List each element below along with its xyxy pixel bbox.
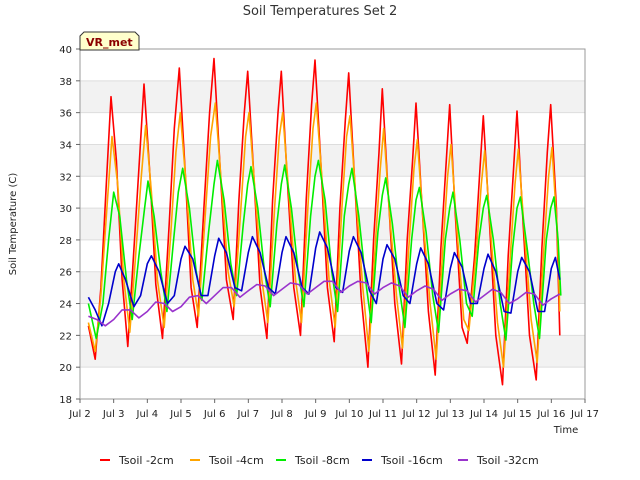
y-tick-label: 30 <box>59 204 72 215</box>
y-axis-label: Soil Temperature (C) <box>8 173 19 276</box>
series-line-tsoil-16cm <box>87 231 561 327</box>
site-badge: VR_met <box>79 31 140 51</box>
x-tick-label: Jul 12 <box>402 409 431 420</box>
y-axis-ticks: 18 20 22 24 26 28 30 32 34 36 38 40 <box>59 45 80 406</box>
x-tick-label: Jul 15 <box>503 409 532 420</box>
y-tick-label: 36 <box>59 109 72 120</box>
x-tick-label: Jul 7 <box>237 409 260 420</box>
y-tick-label: 26 <box>59 268 72 279</box>
plot-band <box>80 80 585 113</box>
legend-label: Tsoil -8cm <box>294 454 350 467</box>
y-tick-label: 40 <box>59 45 72 56</box>
x-tick-label: Jul 13 <box>435 409 464 420</box>
y-tick-label: 22 <box>59 331 72 342</box>
site-badge-box <box>79 31 140 51</box>
x-tick-label: Jul 9 <box>304 409 327 420</box>
chart-title: Soil Temperatures Set 2 <box>243 4 398 19</box>
legend-label: Tsoil -32cm <box>476 454 539 467</box>
legend-label: Tsoil -2cm <box>118 454 174 467</box>
plot-background-bands <box>80 80 585 368</box>
y-tick-label: 28 <box>59 236 72 247</box>
y-tick-label: 20 <box>59 363 72 374</box>
x-tick-label: Jul 6 <box>203 409 226 420</box>
site-label: VR_met <box>86 36 133 49</box>
x-tick-label: Jul 5 <box>169 409 192 420</box>
plot-frame <box>79 48 586 400</box>
x-tick-label: Jul 2 <box>68 409 91 420</box>
legend-label: Tsoil -16cm <box>380 454 443 467</box>
y-tick-label: 38 <box>59 77 72 88</box>
x-tick-label: Jul 10 <box>334 409 363 420</box>
y-tick-label: 24 <box>59 300 72 311</box>
x-tick-label: Jul 4 <box>136 409 159 420</box>
data-series <box>87 57 562 386</box>
x-tick-label: Jul 11 <box>368 409 397 420</box>
y-tick-label: 34 <box>59 140 72 151</box>
plot-band <box>80 335 585 368</box>
series-line-tsoil-4cm <box>87 102 561 368</box>
x-tick-label: Jul 17 <box>570 409 599 420</box>
x-tick-label: Jul 14 <box>469 409 498 420</box>
legend-label: Tsoil -4cm <box>208 454 264 467</box>
plot-band <box>80 144 585 177</box>
legend: Tsoil -2cm Tsoil -4cm Tsoil -8cm Tsoil -16c… <box>100 454 539 467</box>
y-tick-label: 18 <box>59 395 72 406</box>
x-tick-label: Jul 8 <box>270 409 293 420</box>
series-line-tsoil-32cm <box>88 280 561 327</box>
x-axis-label: Time <box>553 425 578 436</box>
y-tick-label: 32 <box>59 172 72 183</box>
plot-band <box>80 208 585 240</box>
series-line-tsoil-2cm <box>87 57 561 386</box>
x-tick-label: Jul 3 <box>102 409 125 420</box>
x-tick-label: Jul 16 <box>536 409 565 420</box>
x-axis-ticks: Jul 2 Jul 3 Jul 4 Jul 5 Jul 6 Jul 7 Jul 8 Jul 9… <box>68 399 599 420</box>
